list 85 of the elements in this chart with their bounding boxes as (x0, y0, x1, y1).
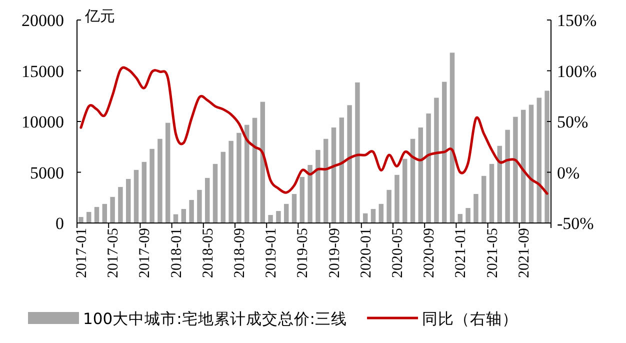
y2-tick-label: 0% (557, 163, 580, 182)
bar (323, 138, 328, 223)
bar (386, 190, 392, 223)
bar (126, 178, 131, 223)
y2-tick-label: 50% (557, 112, 588, 132)
y2-tick-label: 150% (557, 11, 597, 30)
bar (268, 214, 273, 223)
y-tick-label: 20000 (22, 11, 64, 30)
x-tick-label: 2021-05 (484, 228, 501, 278)
bar (474, 194, 478, 223)
bar (181, 208, 186, 223)
x-tick-label: 2021-01 (453, 228, 470, 278)
bar (370, 208, 376, 223)
legend-label: 100大中城市:宅地累计成交总价:三线 (83, 310, 348, 328)
bar (466, 208, 470, 223)
bar (450, 52, 455, 223)
bar (197, 190, 202, 223)
bar (331, 127, 336, 223)
x-tick-label: 2019-01 (264, 228, 280, 278)
y-tick-label: 0 (56, 214, 64, 233)
x-tick-label: 2018-01 (168, 228, 185, 278)
bar (339, 118, 344, 223)
bar (418, 127, 424, 223)
bar (158, 138, 162, 223)
x-tick-label: 2020-01 (358, 228, 374, 278)
bar (150, 148, 154, 223)
x-tick-label: 2020-05 (390, 228, 406, 278)
bar (544, 90, 550, 223)
bar (520, 110, 526, 223)
x-tick-label: 2019-09 (326, 228, 343, 278)
x-tick-label: 2017-01 (74, 228, 90, 278)
bar (434, 98, 439, 223)
bar (86, 212, 92, 223)
line-series (80, 67, 548, 195)
y-tick-label: 5000 (30, 163, 64, 182)
bar (410, 138, 416, 223)
bar (94, 206, 100, 223)
bar (426, 113, 431, 223)
x-tick-label: 2020-09 (422, 228, 438, 278)
x-tick-label: 2018-09 (232, 228, 248, 278)
bar (378, 204, 384, 223)
bar (316, 150, 320, 223)
bar (355, 82, 360, 223)
x-tick-label: 2019-05 (295, 228, 312, 278)
bar (347, 105, 352, 223)
bar (536, 98, 542, 223)
bar (110, 196, 115, 223)
bar (513, 116, 518, 223)
y2-tick-label: -50% (557, 214, 594, 233)
bar (236, 132, 242, 223)
bar (300, 176, 305, 223)
bar (284, 204, 289, 223)
bar (204, 178, 210, 223)
x-tick-label: 2021-09 (516, 228, 532, 278)
bar (402, 158, 408, 223)
bar (228, 140, 234, 223)
bar (276, 211, 281, 223)
bar (442, 82, 447, 223)
legend-label: 同比（右轴） (422, 310, 518, 328)
bar (244, 124, 250, 223)
bar (497, 146, 502, 223)
bar (165, 122, 170, 223)
y-tick-label: 15000 (22, 62, 64, 81)
x-tick-label: 2017-05 (106, 228, 122, 278)
bar (528, 104, 534, 223)
x-tick-label: 2018-05 (200, 228, 216, 278)
bar (481, 176, 486, 223)
bar (212, 164, 218, 223)
y2-tick-label: 100% (557, 62, 597, 81)
bar (220, 152, 226, 223)
bar (134, 170, 139, 223)
bar (505, 130, 510, 223)
bar (102, 204, 108, 223)
x-tick-label: 2017-09 (137, 228, 154, 278)
bar (308, 164, 312, 223)
bar (252, 118, 258, 223)
bar (118, 186, 123, 223)
bar (489, 164, 494, 223)
bar (78, 217, 84, 223)
bar (189, 200, 194, 223)
y-axis-title: 亿元 (84, 7, 115, 25)
bar (142, 162, 147, 223)
bar (394, 174, 400, 223)
bar (292, 194, 297, 223)
y-tick-label: 10000 (22, 112, 64, 132)
